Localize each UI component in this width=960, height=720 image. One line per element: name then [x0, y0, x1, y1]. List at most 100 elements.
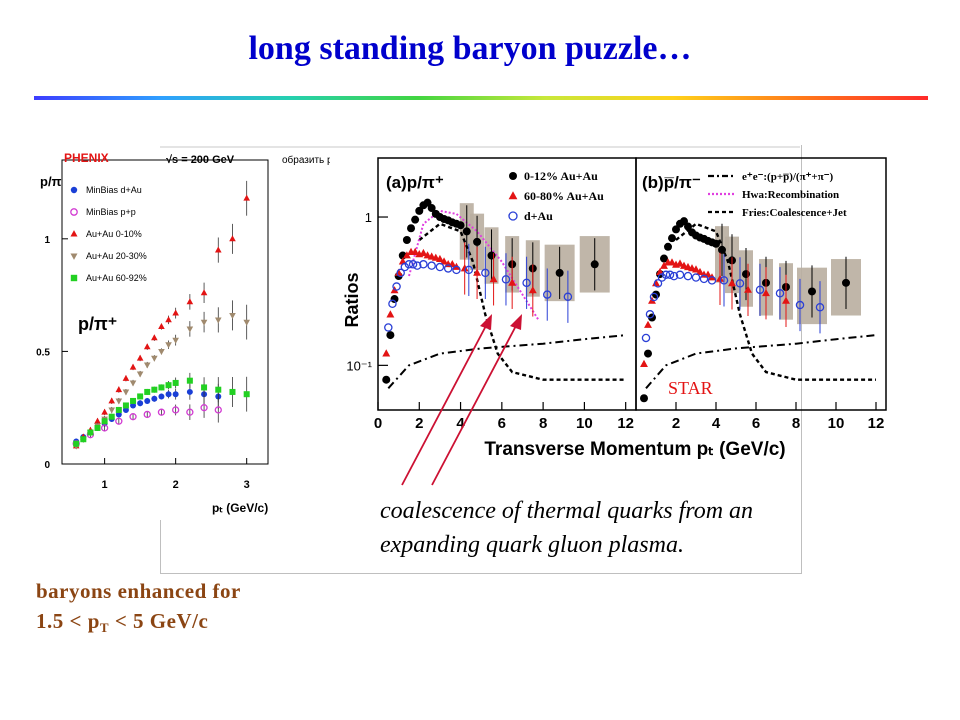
star-legend-label: e⁺e⁻:(p+p̅)/(π⁺+π⁻) — [742, 171, 834, 183]
star-point — [645, 310, 655, 319]
star-point — [699, 274, 709, 284]
star-point — [435, 262, 445, 272]
star-point — [382, 375, 391, 384]
star-panel-b-frame — [635, 157, 887, 411]
star-fries-curve — [418, 222, 626, 381]
star-point — [656, 267, 664, 276]
phenix-point — [143, 362, 151, 369]
phenix-point — [144, 397, 151, 404]
star-point — [755, 285, 765, 295]
phenix-point — [172, 391, 179, 398]
star-point — [640, 359, 648, 367]
star-legend-label: 60-80% Au+Au — [524, 189, 604, 203]
star-y-tick-label: 1 — [365, 210, 372, 225]
star-point — [716, 274, 724, 282]
phenix-point — [243, 194, 250, 201]
phenix-point — [115, 398, 123, 405]
star-point — [427, 204, 436, 213]
star-point — [419, 260, 428, 269]
phenix-point — [165, 382, 172, 389]
phenix-point — [201, 384, 208, 391]
phenix-point — [172, 406, 180, 414]
star-x-tick-label: 8 — [539, 415, 547, 432]
star-experiment-label: STAR — [668, 378, 713, 398]
star-x-tick-label: 6 — [752, 415, 760, 432]
star-x-tick-label: 6 — [498, 415, 506, 432]
caption-line-1: coalescence of thermal quarks from an — [380, 498, 754, 524]
phenix-y-tick-label: 0 — [44, 460, 50, 471]
star-point — [742, 270, 750, 279]
phenix-chart: PHENIX p/π p/π⁺ pₜ (GeV/c) 1 2 3 0 0.5 1 MinB… — [36, 137, 276, 520]
star-point — [665, 270, 675, 280]
star-y-label: Ratios — [342, 272, 362, 327]
star-point — [402, 251, 411, 259]
phenix-point — [122, 389, 130, 396]
phenix-y-tick-label: 0.5 — [36, 347, 50, 358]
star-point — [427, 261, 436, 270]
star-point — [384, 323, 393, 332]
phenix-point — [165, 316, 172, 323]
star-x-tick-label: 2 — [672, 415, 680, 432]
phenix-point — [101, 408, 108, 415]
star-point — [390, 295, 399, 304]
star-legend-label: d+Au — [524, 209, 553, 223]
star-point — [808, 287, 816, 296]
star-x-tick-label: 2 — [415, 415, 423, 432]
phenix-x-tick-label: 1 — [102, 479, 108, 491]
phenix-point — [229, 312, 236, 319]
star-point — [640, 394, 648, 403]
star-point — [672, 225, 680, 234]
star-plot-background — [330, 150, 800, 460]
star-point — [411, 215, 420, 224]
phenix-point — [200, 404, 208, 412]
star-point — [712, 239, 720, 248]
star-point — [691, 273, 701, 282]
conclusion-range-start: 1.5 < p — [36, 609, 100, 633]
caption: coalescence of thermal quarks from an ex… — [380, 494, 920, 562]
phenix-point — [186, 408, 194, 416]
phenix-point — [87, 429, 94, 436]
phenix-point — [137, 393, 144, 400]
star-panel-b-label: (b)p̅/π⁻ — [642, 173, 701, 192]
star-point — [408, 260, 418, 269]
conclusion-line-2: 1.5 < pT < 5 GeV/c — [36, 606, 241, 643]
phenix-annotation: p/π⁺ — [78, 314, 117, 334]
phenix-legend-label: Au+Au 20-30% — [86, 251, 147, 261]
star-point — [407, 224, 416, 233]
star-point — [415, 206, 424, 215]
phenix-point — [186, 377, 193, 384]
star-point — [443, 264, 453, 273]
phenix-point — [186, 326, 194, 333]
phenix-point — [115, 417, 123, 425]
phenix-point — [186, 388, 193, 395]
star-x-tick-label: 4 — [712, 415, 721, 432]
star-point — [411, 247, 420, 255]
star-point — [775, 289, 785, 298]
star-point — [728, 279, 736, 287]
phenix-point — [122, 406, 129, 413]
star-point — [644, 349, 652, 358]
phenix-legend-label: MinBias d+Au — [86, 185, 142, 195]
phenix-y-tick-label: 1 — [44, 235, 50, 246]
star-point — [664, 242, 672, 251]
star-point — [460, 264, 469, 272]
star-x-tick-label: 0 — [374, 415, 382, 432]
phenix-point — [243, 391, 250, 398]
star-point — [473, 268, 482, 276]
phenix-x-label: pₜ (GeV/c) — [212, 501, 268, 515]
star-point — [735, 279, 745, 288]
arrowhead-2 — [510, 314, 522, 330]
conclusion-text: baryons enhanced for 1.5 < pT < 5 GeV/c — [36, 576, 241, 643]
star-point — [419, 248, 428, 257]
phenix-legend-marker — [70, 208, 78, 216]
star-point — [668, 258, 676, 266]
phenix-legend: MinBias d+Au MinBias p+p Au+Au 0-10% Au+Au … — [70, 185, 147, 283]
star-point — [660, 254, 668, 263]
phenix-point — [137, 400, 144, 407]
star-point — [649, 292, 659, 302]
star-point — [653, 279, 663, 288]
phenix-point — [158, 349, 165, 356]
phenix-point — [108, 413, 115, 420]
phenix-point — [115, 411, 122, 418]
star-point — [489, 275, 498, 283]
